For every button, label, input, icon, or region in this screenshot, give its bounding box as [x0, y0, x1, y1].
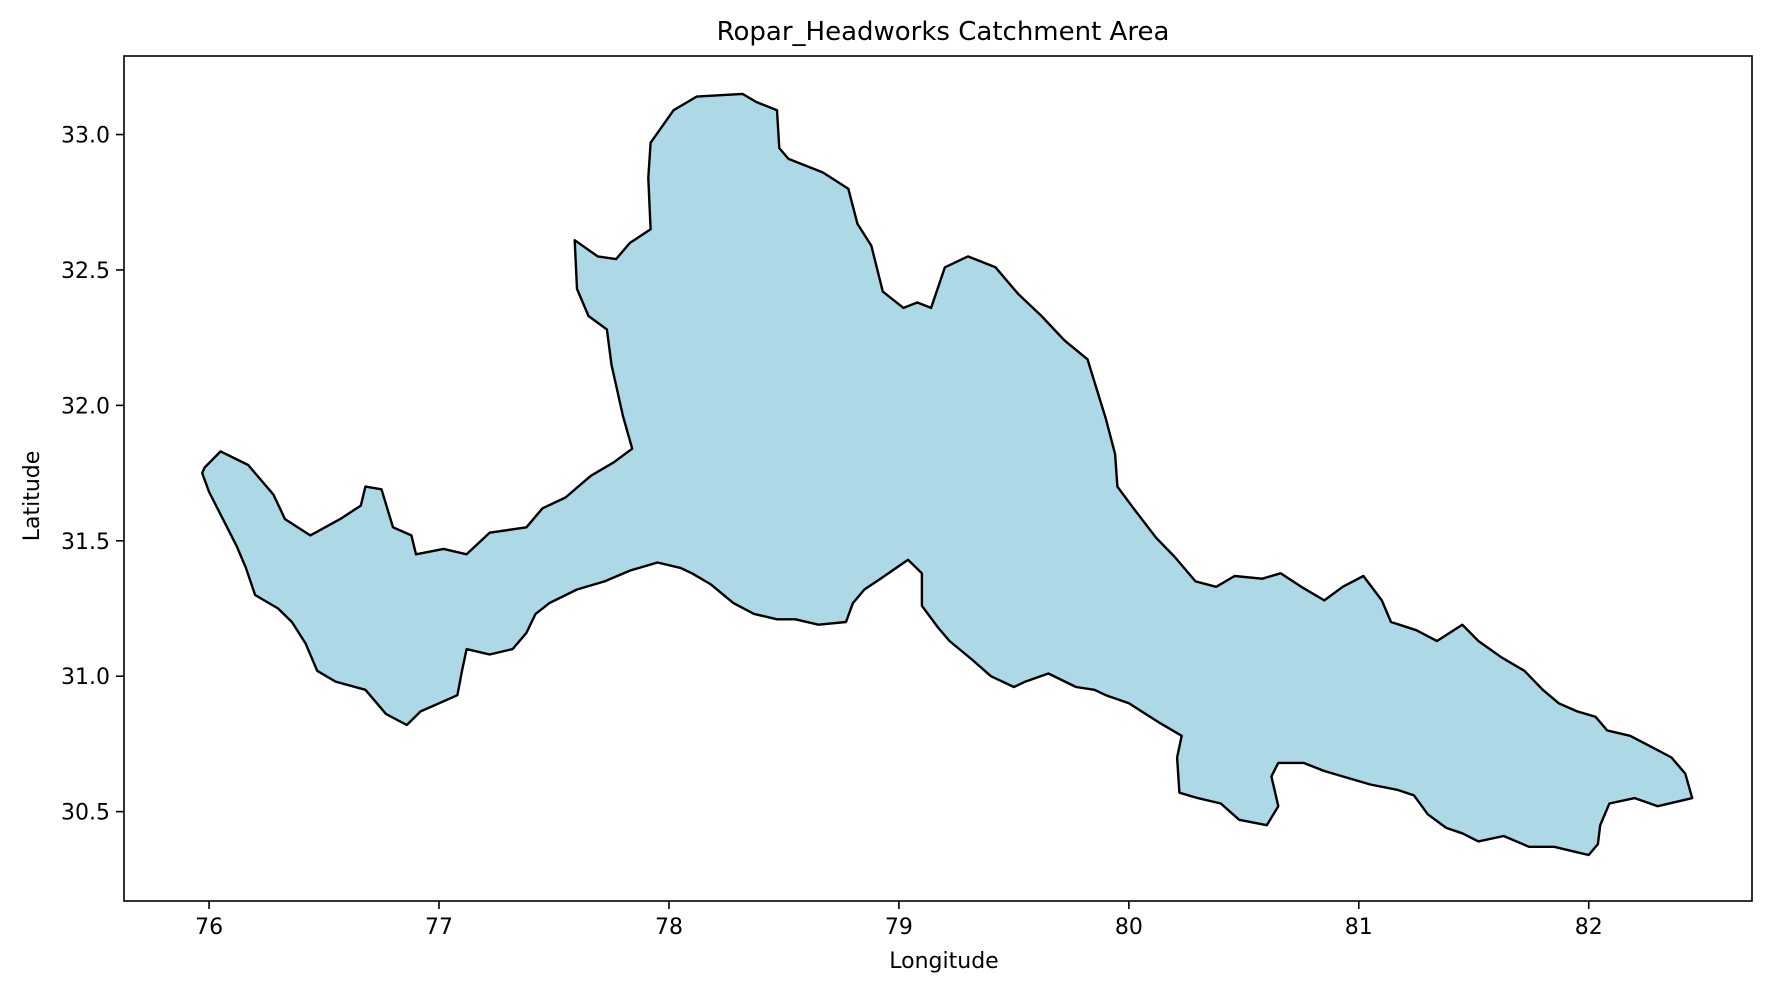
x-axis: 76 77 78 79 80 81 82	[195, 901, 1603, 940]
axes-frame	[123, 55, 1753, 902]
y-tick-label: 31.5	[61, 530, 110, 555]
y-tick-label: 30.5	[61, 801, 110, 826]
y-tick-label: 32.0	[61, 394, 110, 419]
map-title: Ropar_Headworks Catchment Area	[717, 17, 1170, 47]
catchment-boundary	[201, 92, 1694, 857]
x-tick-label: 76	[195, 915, 223, 940]
x-tick-label: 79	[885, 915, 913, 940]
y-axis-label: Latitude	[20, 451, 45, 542]
y-tick-label: 32.5	[61, 259, 110, 284]
x-tick-label: 78	[655, 915, 683, 940]
x-tick-label: 82	[1575, 915, 1603, 940]
x-tick-label: 81	[1345, 915, 1373, 940]
x-tick-label: 77	[425, 915, 453, 940]
x-tick-label: 80	[1115, 915, 1143, 940]
y-tick-label: 31.0	[61, 665, 110, 690]
plot-area	[123, 55, 1753, 902]
y-tick-label: 33.0	[61, 124, 110, 149]
y-axis: 30.5 31.0 31.5 32.0 32.5 33.0	[61, 124, 124, 826]
x-axis-label: Longitude	[889, 949, 998, 974]
